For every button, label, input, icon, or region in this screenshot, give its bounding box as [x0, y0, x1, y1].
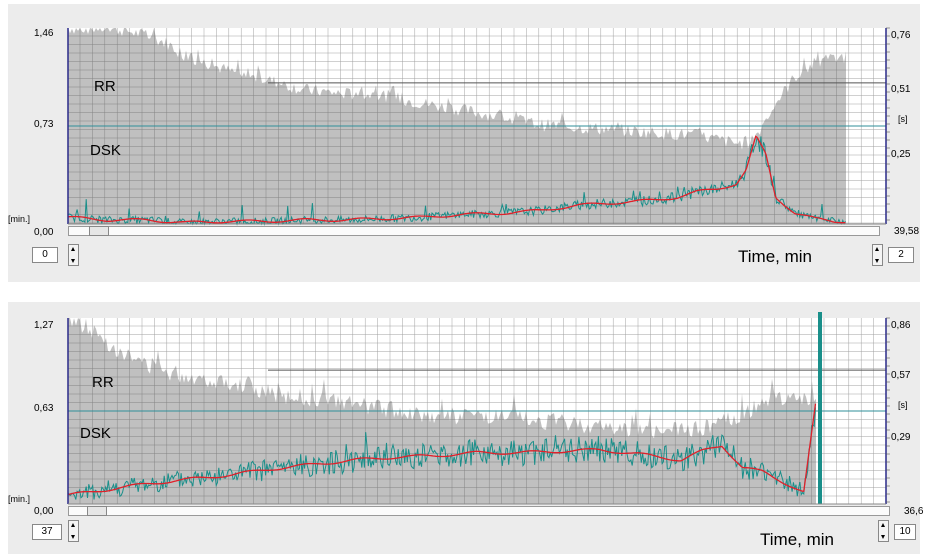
rr-label: RR — [92, 374, 114, 391]
start-spin-button[interactable] — [68, 244, 79, 266]
dsk-trend-line — [67, 135, 846, 224]
x-end-label: 39,58 — [894, 226, 920, 237]
start-spin-button[interactable] — [68, 520, 79, 542]
y-left-tick: 0,73 — [34, 119, 54, 130]
scroll-thumb[interactable] — [89, 226, 109, 236]
zoom-spin-button[interactable] — [872, 244, 883, 266]
dsk-label: DSK — [90, 142, 121, 159]
y-right-tick: 0,25 — [891, 149, 911, 160]
y-right-tick: 0,86 — [891, 320, 911, 331]
y-right-tick: 0,29 — [891, 432, 911, 443]
right-unit-label: [s] — [898, 114, 908, 124]
chart-panel-1: 1,46 0,73 [min.] 0,00 0,76 0,51 [s] 0,25… — [8, 4, 920, 282]
scroll-thumb[interactable] — [87, 506, 107, 516]
x-end-label: 36,6 — [904, 506, 924, 517]
y-right-tick: 0,51 — [891, 84, 911, 95]
dsk-label: DSK — [80, 425, 111, 442]
chart-1-svg — [67, 27, 890, 226]
y-right-tick: 0,76 — [891, 30, 911, 41]
chart-panel-2: 1,27 0,63 [min.] 0,00 0,86 0,57 [s] 0,29… — [8, 302, 924, 554]
horizontal-scrollbar[interactable] — [68, 506, 890, 516]
left-unit-label: [min.] — [8, 494, 31, 504]
dsk-trend-line — [67, 403, 817, 496]
x-axis-label: Time, min — [738, 247, 812, 266]
zoom-spin-value[interactable]: 2 — [888, 247, 914, 263]
start-spin-value[interactable]: 0 — [32, 247, 58, 263]
right-unit-label: [s] — [898, 400, 908, 410]
horizontal-scrollbar[interactable] — [68, 226, 880, 236]
left-unit-label: [min.] — [8, 214, 31, 224]
y-left-tick: 1,46 — [34, 28, 54, 39]
zoom-spin-button[interactable] — [878, 520, 889, 542]
chart-2-svg — [67, 312, 890, 505]
y-left-tick: 0,00 — [34, 506, 54, 517]
y-left-tick: 1,27 — [34, 320, 54, 331]
dsk-series-line — [67, 407, 816, 500]
spike-marker — [818, 312, 822, 504]
y-right-tick: 0,57 — [891, 370, 911, 381]
y-left-tick: 0,00 — [34, 227, 54, 238]
rr-label: RR — [94, 78, 116, 95]
y-left-tick: 0,63 — [34, 403, 54, 414]
zoom-spin-value[interactable]: 10 — [894, 524, 916, 540]
start-spin-value[interactable]: 37 — [32, 524, 62, 540]
x-axis-label: Time, min — [760, 530, 834, 549]
